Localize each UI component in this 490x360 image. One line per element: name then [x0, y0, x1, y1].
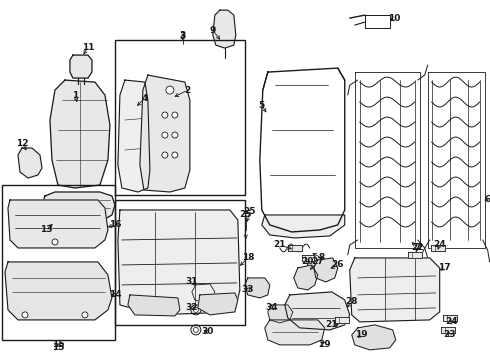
Text: 15: 15: [52, 340, 64, 349]
Circle shape: [172, 132, 178, 138]
Polygon shape: [335, 317, 349, 323]
Polygon shape: [314, 258, 338, 282]
Bar: [115, 200, 245, 325]
Text: 9: 9: [210, 26, 216, 35]
Circle shape: [191, 305, 201, 315]
Polygon shape: [265, 320, 325, 345]
Text: 2: 2: [185, 86, 191, 95]
Polygon shape: [442, 315, 457, 321]
Polygon shape: [198, 293, 238, 315]
Text: 31: 31: [186, 278, 198, 287]
Text: 23: 23: [443, 330, 456, 339]
Text: 15: 15: [52, 343, 64, 352]
Text: 14: 14: [109, 291, 121, 300]
Text: 13: 13: [40, 225, 52, 234]
Text: 16: 16: [109, 220, 121, 229]
Text: 11: 11: [82, 42, 94, 51]
Circle shape: [22, 312, 28, 318]
Text: 25: 25: [244, 207, 256, 216]
Circle shape: [172, 112, 178, 118]
Polygon shape: [118, 210, 240, 315]
Bar: [115, 40, 245, 195]
Polygon shape: [302, 255, 314, 261]
Text: 28: 28: [345, 297, 358, 306]
Text: 20: 20: [301, 257, 314, 266]
Polygon shape: [268, 305, 293, 323]
Circle shape: [191, 325, 201, 335]
Polygon shape: [350, 258, 440, 322]
Polygon shape: [262, 215, 345, 238]
Polygon shape: [8, 200, 108, 248]
Text: 7: 7: [415, 243, 421, 252]
Text: 10: 10: [389, 14, 401, 23]
Polygon shape: [213, 10, 236, 48]
Text: 4: 4: [142, 94, 148, 103]
Polygon shape: [431, 245, 444, 251]
Circle shape: [166, 86, 174, 94]
Text: 29: 29: [318, 340, 331, 349]
Text: 24: 24: [445, 318, 458, 327]
Text: 6: 6: [485, 195, 490, 204]
Polygon shape: [70, 55, 92, 78]
Text: 18: 18: [242, 253, 254, 262]
Text: 3: 3: [180, 31, 186, 40]
Circle shape: [162, 152, 168, 158]
Text: 1: 1: [72, 91, 78, 100]
Text: 21: 21: [273, 240, 286, 249]
Text: 19: 19: [355, 330, 368, 339]
Polygon shape: [118, 80, 150, 192]
Text: 8: 8: [318, 253, 325, 262]
Polygon shape: [42, 192, 115, 222]
Polygon shape: [285, 292, 350, 330]
Polygon shape: [245, 278, 270, 298]
Circle shape: [162, 112, 168, 118]
Text: 25: 25: [240, 211, 252, 220]
Text: 27: 27: [312, 257, 324, 266]
Text: 22: 22: [412, 243, 424, 252]
Polygon shape: [352, 325, 396, 350]
Polygon shape: [50, 80, 110, 188]
Polygon shape: [441, 327, 455, 333]
Text: 5: 5: [259, 100, 265, 109]
Text: 34: 34: [266, 303, 278, 312]
Circle shape: [194, 307, 198, 312]
Text: 26: 26: [332, 260, 344, 269]
Text: 3: 3: [180, 32, 186, 41]
Polygon shape: [288, 245, 302, 251]
Text: 24: 24: [433, 240, 446, 249]
Polygon shape: [294, 265, 318, 290]
Circle shape: [52, 239, 58, 245]
Text: 30: 30: [202, 327, 214, 336]
Polygon shape: [140, 75, 190, 192]
Polygon shape: [128, 295, 180, 316]
Text: 33: 33: [242, 285, 254, 294]
Circle shape: [172, 152, 178, 158]
Polygon shape: [18, 148, 42, 178]
Text: 12: 12: [16, 139, 28, 148]
Polygon shape: [408, 252, 422, 258]
Polygon shape: [192, 284, 215, 303]
Polygon shape: [5, 262, 112, 320]
Text: 32: 32: [186, 303, 198, 312]
Text: 17: 17: [439, 264, 451, 273]
Circle shape: [194, 327, 198, 332]
Circle shape: [162, 132, 168, 138]
Circle shape: [82, 312, 88, 318]
Text: 21: 21: [325, 320, 338, 329]
Bar: [2, 185, 115, 340]
